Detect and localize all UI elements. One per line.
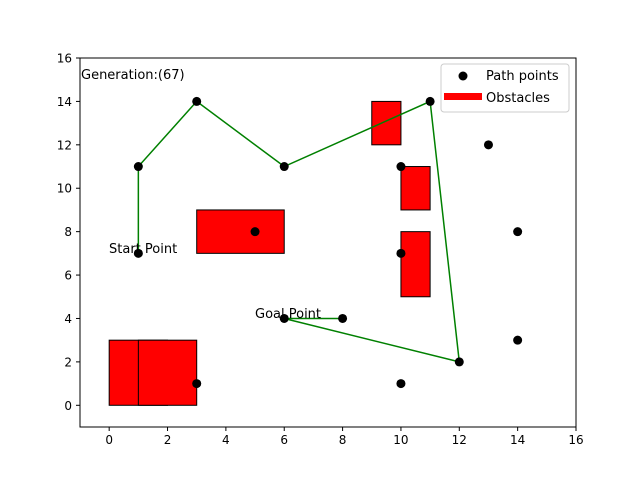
- path-point-2: [425, 96, 435, 106]
- path-point-12: [338, 313, 348, 323]
- legend: Path points Obstacles: [440, 63, 570, 113]
- y-tick-label: 12: [57, 138, 72, 152]
- legend-marker-path-points: [458, 71, 468, 81]
- y-tick-label: 6: [64, 269, 72, 283]
- start-point-annotation: Start Point: [109, 242, 177, 257]
- path-line: [137, 100, 461, 363]
- path-point-7: [250, 227, 260, 237]
- axes-frame: [79, 57, 577, 428]
- x-tick-label: 6: [280, 433, 288, 447]
- y-tick-label: 2: [64, 355, 72, 369]
- y-axis: 0 2 4 6 8 10 12 14 16: [57, 52, 80, 413]
- x-tick-label: 0: [105, 433, 113, 447]
- obstacle-3: [400, 231, 431, 298]
- path-point-8: [513, 227, 523, 237]
- path-point-6: [396, 162, 406, 172]
- path-point-10: [396, 248, 406, 258]
- x-tick-label: 4: [222, 433, 230, 447]
- obstacle-1: [371, 100, 402, 146]
- path-point-13: [454, 357, 464, 367]
- y-tick-label: 16: [57, 52, 72, 66]
- x-tick-label: 8: [339, 433, 347, 447]
- path-point-11: [279, 313, 289, 323]
- y-tick-label: 4: [64, 312, 72, 326]
- x-tick-label: 2: [164, 433, 172, 447]
- x-tick-label: 16: [568, 433, 583, 447]
- obstacle-6: [137, 339, 198, 406]
- x-tick-label: 12: [452, 433, 467, 447]
- legend-label-path-points: Path points: [486, 69, 559, 84]
- x-axis: 0 2 4 6 8 10 12 14 16: [105, 427, 584, 447]
- y-tick-label: 0: [64, 399, 72, 413]
- path-point-16: [396, 379, 406, 389]
- plot-area: [108, 96, 523, 406]
- y-tick-label: 8: [64, 225, 72, 239]
- obstacle-4: [196, 209, 285, 254]
- path-point-3: [483, 140, 493, 150]
- path-point-14: [513, 335, 523, 345]
- y-tick-label: 10: [57, 182, 72, 196]
- x-tick-label: 14: [510, 433, 525, 447]
- path-point-15: [192, 379, 202, 389]
- x-tick-label: 10: [393, 433, 408, 447]
- legend-swatch-obstacles: [444, 93, 482, 100]
- goal-point-annotation: Goal Point: [255, 307, 321, 322]
- path-point-5: [279, 162, 289, 172]
- legend-label-obstacles: Obstacles: [486, 91, 550, 106]
- y-tick-label: 14: [57, 95, 72, 109]
- generation-annotation: Generation:(67): [81, 68, 185, 83]
- obstacle-2: [400, 166, 431, 211]
- path-point-4: [133, 162, 143, 172]
- path-point-1: [192, 96, 202, 106]
- path-point-9: [133, 248, 143, 258]
